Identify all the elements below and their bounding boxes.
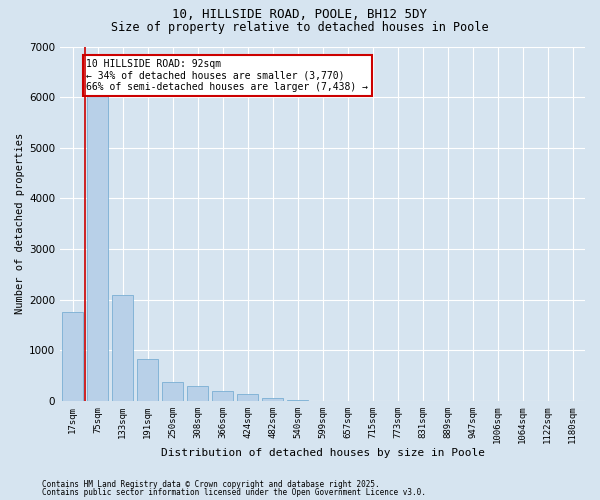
Text: 10 HILLSIDE ROAD: 92sqm
← 34% of detached houses are smaller (3,770)
66% of semi: 10 HILLSIDE ROAD: 92sqm ← 34% of detache… xyxy=(86,59,368,92)
Bar xyxy=(62,312,83,401)
Bar xyxy=(287,400,308,401)
Bar xyxy=(87,94,108,401)
Bar xyxy=(262,398,283,401)
Bar xyxy=(112,294,133,401)
Text: Contains HM Land Registry data © Crown copyright and database right 2025.: Contains HM Land Registry data © Crown c… xyxy=(42,480,380,489)
X-axis label: Distribution of detached houses by size in Poole: Distribution of detached houses by size … xyxy=(161,448,485,458)
Bar xyxy=(187,386,208,401)
Bar xyxy=(162,382,183,401)
Bar xyxy=(237,394,258,401)
Bar xyxy=(137,360,158,401)
Bar xyxy=(212,391,233,401)
Y-axis label: Number of detached properties: Number of detached properties xyxy=(15,133,25,314)
Text: Contains public sector information licensed under the Open Government Licence v3: Contains public sector information licen… xyxy=(42,488,426,497)
Text: 10, HILLSIDE ROAD, POOLE, BH12 5DY: 10, HILLSIDE ROAD, POOLE, BH12 5DY xyxy=(173,8,427,20)
Text: Size of property relative to detached houses in Poole: Size of property relative to detached ho… xyxy=(111,21,489,34)
